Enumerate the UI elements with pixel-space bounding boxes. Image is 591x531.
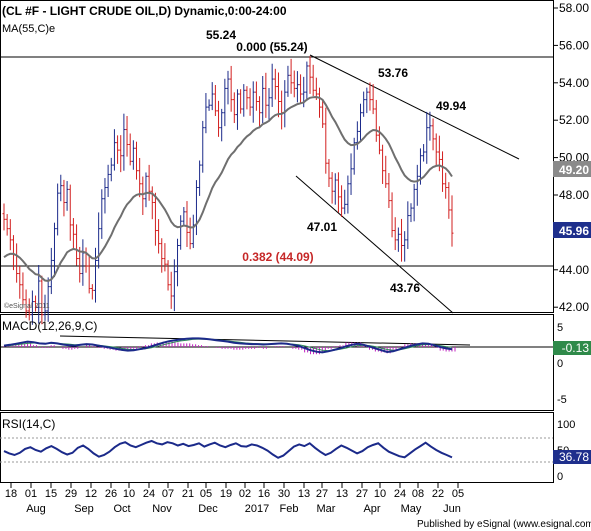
price-tick-label: 52.00 bbox=[559, 113, 589, 127]
x-day-label: 10 bbox=[374, 488, 386, 500]
rsi-line bbox=[3, 439, 453, 459]
x-day-label: 22 bbox=[432, 488, 444, 500]
macd-tick-neg5: -5 bbox=[557, 394, 567, 406]
annotation-may-low: 43.76 bbox=[390, 281, 420, 295]
macd-tick-5: 5 bbox=[557, 322, 563, 334]
x-month-label: Mar bbox=[317, 503, 336, 515]
annotation-fib-382: 0.382 (44.09) bbox=[242, 250, 313, 264]
annotation-peak-high: 55.24 bbox=[206, 28, 236, 42]
x-day-label: 30 bbox=[278, 488, 290, 500]
published-by-footer: Published by eSignal (www.esignal.com) bbox=[417, 519, 591, 530]
x-day-label: 01 bbox=[25, 488, 37, 500]
x-month-label: Jun bbox=[443, 503, 461, 515]
price-pane bbox=[0, 0, 554, 313]
rsi-title: RSI(14,C) bbox=[2, 417, 55, 431]
x-month-label: Nov bbox=[152, 503, 172, 515]
x-day-label: 05 bbox=[200, 488, 212, 500]
last-price-badge bbox=[553, 222, 591, 238]
x-day-label: 27 bbox=[316, 488, 328, 500]
x-day-label: 26 bbox=[105, 488, 117, 500]
rsi-value-badge bbox=[553, 450, 591, 464]
x-axis: 18 01 15 29 12 26 10 24 07 21 05 19 02 16 30 13 27 13 27 10… bbox=[5, 483, 464, 515]
x-day-label: 08 bbox=[412, 488, 424, 500]
ma-value-badge bbox=[553, 161, 591, 177]
x-day-label: 24 bbox=[394, 488, 406, 500]
x-day-label: 10 bbox=[123, 488, 135, 500]
last-price-label: 45.96 bbox=[559, 224, 589, 238]
x-month-label: Feb bbox=[280, 503, 299, 515]
annotation-may-high: 49.94 bbox=[436, 99, 466, 113]
x-day-label: 12 bbox=[85, 488, 97, 500]
price-tick-label: 54.00 bbox=[559, 76, 589, 90]
macd-value-label: -0.13 bbox=[562, 341, 590, 355]
price-tick-label: 42.00 bbox=[559, 300, 589, 314]
lower-trend-line bbox=[295, 175, 454, 314]
rsi-tick-0: 0 bbox=[557, 471, 563, 483]
annotation-fib-0: 0.000 (55.24) bbox=[236, 40, 307, 54]
upper-trend-line bbox=[309, 54, 520, 160]
x-month-label: Aug bbox=[26, 503, 46, 515]
x-day-label: 19 bbox=[220, 488, 232, 500]
x-day-label: 13 bbox=[336, 488, 348, 500]
price-tick-label: 56.00 bbox=[559, 38, 589, 52]
x-day-label: 18 bbox=[5, 488, 17, 500]
macd-title: MACD(12,26,9,C) bbox=[2, 319, 97, 333]
x-day-label: 07 bbox=[162, 488, 174, 500]
rsi-tick-100: 100 bbox=[557, 419, 575, 431]
esignal-watermark: ©eSignal 2011 bbox=[4, 302, 50, 310]
x-month-label: May bbox=[401, 503, 422, 515]
x-day-label: 27 bbox=[356, 488, 368, 500]
macd-tick-0: 0 bbox=[557, 358, 563, 370]
macd-value-badge bbox=[553, 341, 591, 355]
x-day-label: 21 bbox=[182, 488, 194, 500]
x-day-label: 02 bbox=[239, 488, 251, 500]
x-day-label: 15 bbox=[45, 488, 57, 500]
macd-trend-line bbox=[59, 335, 471, 346]
price-tick-label: 44.00 bbox=[559, 263, 589, 277]
ma-legend-label: MA(55,C)e bbox=[2, 23, 55, 35]
x-month-label: 2017 bbox=[245, 503, 269, 515]
price-tick-label: 58.00 bbox=[559, 1, 589, 15]
ma-value-label: 49.20 bbox=[559, 163, 589, 177]
x-day-label: 05 bbox=[452, 488, 464, 500]
x-day-label: 13 bbox=[298, 488, 310, 500]
macd-pane bbox=[0, 314, 554, 411]
annotation-mar-low: 47.01 bbox=[307, 220, 337, 234]
ma-line bbox=[3, 95, 453, 283]
rsi-value-label: 36.78 bbox=[559, 450, 589, 464]
trend-lines bbox=[0, 54, 553, 314]
x-day-label: 29 bbox=[65, 488, 77, 500]
annotation-apr-high: 53.76 bbox=[378, 66, 408, 80]
price-tick-label: 48.00 bbox=[559, 188, 589, 202]
x-month-label: Oct bbox=[113, 503, 130, 515]
x-day-label: 24 bbox=[143, 488, 155, 500]
x-month-label: Dec bbox=[198, 503, 218, 515]
x-day-label: 16 bbox=[258, 488, 270, 500]
price-y-axis: 58.0056.0054.0052.0050.0048.0046.0044.00… bbox=[553, 1, 589, 314]
x-month-label: Apr bbox=[363, 503, 380, 515]
rsi-pane bbox=[0, 412, 554, 483]
x-month-label: Sep bbox=[74, 503, 94, 515]
macd-line bbox=[3, 337, 453, 354]
price-chart-title: (CL #F - LIGHT CRUDE OIL,D) Dynamic,0:00… bbox=[2, 4, 287, 18]
